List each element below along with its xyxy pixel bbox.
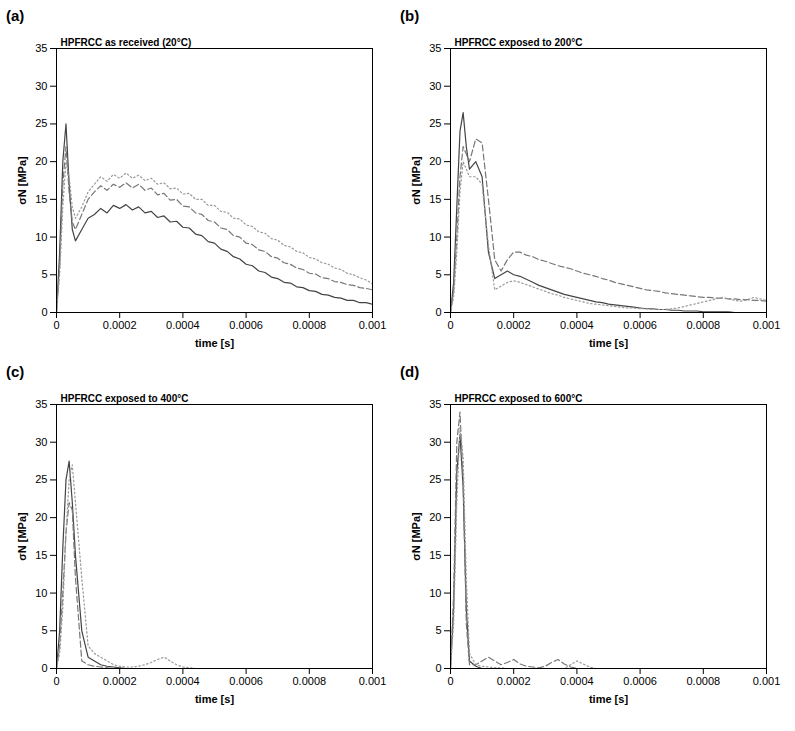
svg-text:0.0002: 0.0002 [103,675,137,687]
svg-text:0.001: 0.001 [753,319,781,331]
html-text:(c): (c) [6,363,25,380]
svg-text:0.0006: 0.0006 [229,675,263,687]
svg-text:0: 0 [435,662,441,674]
svg-text:10: 10 [35,231,47,243]
svg-text:35: 35 [429,398,441,410]
svg-text:0.0002: 0.0002 [497,675,531,687]
svg-text:0.001: 0.001 [359,319,387,331]
svg-text:5: 5 [435,624,441,636]
svg-text:0.0006: 0.0006 [229,319,263,331]
svg-text:HPFRCC exposed to 600°C: HPFRCC exposed to 600°C [455,393,583,404]
svg-text:0.0002: 0.0002 [497,319,531,331]
svg-text:0.0004: 0.0004 [560,319,594,331]
svg-text:15: 15 [35,549,47,561]
svg-text:25: 25 [429,117,441,129]
svg-text:15: 15 [35,193,47,205]
svg-text:0: 0 [435,306,441,318]
svg-text:0.0008: 0.0008 [292,675,326,687]
svg-text:0.001: 0.001 [359,675,387,687]
svg-text:0.0008: 0.0008 [686,675,720,687]
svg-text:20: 20 [429,511,441,523]
svg-text:σN [MPa]: σN [MPa] [410,512,422,561]
svg-text:0.0008: 0.0008 [292,319,326,331]
html-text:(b): (b) [400,7,420,24]
svg-text:0.0006: 0.0006 [623,319,657,331]
svg-text:0.0004: 0.0004 [166,675,200,687]
svg-text:σN [MPa]: σN [MPa] [16,512,28,561]
svg-text:0: 0 [41,662,47,674]
svg-text:20: 20 [35,155,47,167]
svg-text:σN [MPa]: σN [MPa] [410,156,422,205]
svg-text:20: 20 [429,155,441,167]
svg-text:30: 30 [429,80,441,92]
svg-text:0: 0 [53,319,59,331]
svg-text:0.0006: 0.0006 [623,675,657,687]
svg-text:time [s]: time [s] [589,693,628,705]
svg-text:time [s]: time [s] [589,337,628,349]
svg-text:0.0004: 0.0004 [560,675,594,687]
svg-text:30: 30 [35,436,47,448]
svg-text:35: 35 [35,398,47,410]
svg-text:5: 5 [41,268,47,280]
svg-text:0: 0 [41,306,47,318]
svg-text:time [s]: time [s] [195,337,234,349]
svg-text:15: 15 [429,193,441,205]
svg-text:25: 25 [35,117,47,129]
svg-text:0: 0 [447,319,453,331]
svg-text:30: 30 [429,436,441,448]
svg-text:35: 35 [35,42,47,54]
svg-text:0.0002: 0.0002 [103,319,137,331]
svg-text:σN [MPa]: σN [MPa] [16,156,28,205]
html-text:(d): (d) [400,363,420,380]
svg-text:0.0008: 0.0008 [686,319,720,331]
svg-text:time [s]: time [s] [195,693,234,705]
svg-text:30: 30 [35,80,47,92]
svg-text:20: 20 [35,511,47,523]
svg-text:10: 10 [429,587,441,599]
svg-text:10: 10 [35,587,47,599]
svg-text:35: 35 [429,42,441,54]
svg-text:15: 15 [429,549,441,561]
svg-text:5: 5 [435,268,441,280]
svg-text:0.0004: 0.0004 [166,319,200,331]
svg-text:10: 10 [429,231,441,243]
svg-text:HPFRCC as received (20°C): HPFRCC as received (20°C) [61,37,192,48]
svg-text:0.001: 0.001 [753,675,781,687]
svg-text:25: 25 [35,473,47,485]
svg-text:HPFRCC exposed to 400°C: HPFRCC exposed to 400°C [61,393,189,404]
svg-text:5: 5 [41,624,47,636]
svg-text:HPFRCC exposed to 200°C: HPFRCC exposed to 200°C [455,37,583,48]
html-text:(a): (a) [6,7,25,24]
svg-text:0: 0 [447,675,453,687]
svg-text:25: 25 [429,473,441,485]
svg-text:0: 0 [53,675,59,687]
